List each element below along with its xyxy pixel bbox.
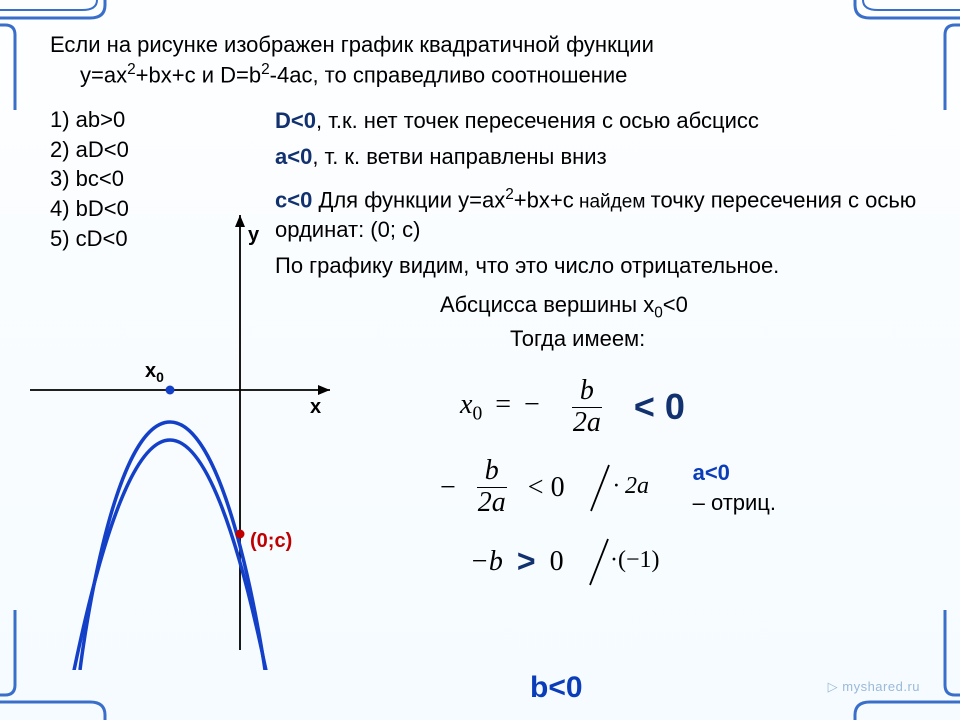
fraction-2: b 2a [470,456,514,519]
svg-text:·(−1): ·(−1) [610,547,660,573]
x0-label: х0 [145,358,164,387]
final-b: b<0 [530,668,583,709]
x0-point [166,386,175,395]
explain-c-2: По графику видим, что это число отрицате… [275,251,935,281]
lt-zero-big: < 0 [634,383,685,432]
svg-text:· 2a: · 2a [613,473,649,499]
vertex-line: Абсцисса вершины х0<0 [400,290,910,324]
divider-bar-2: ·(−1) [578,537,678,587]
option-1: 1) ab>0 [50,105,250,135]
y-axis-label: y [248,222,259,249]
slide-content: Если на рисунке изображен график квадрат… [50,30,935,700]
gt-sign: > [517,540,536,583]
slide-page: Если на рисунке изображен график квадрат… [0,0,960,720]
fraction-1: b 2a [565,376,609,439]
formula-step2: − b 2a < 0 · 2a a<0 – отриц. [400,456,910,519]
c-point [236,530,245,539]
parabola [80,422,265,670]
x0-var: x0 = − [460,386,540,428]
intro-line-2: у=ах2+bx+c и D=b2-4ac, то справедливо со… [50,60,935,90]
intro-text: Если на рисунке изображен график квадрат… [50,30,935,90]
explain-D: D<0, т.к. нет точек пересечения с осью а… [275,106,935,136]
then-line: Тогда имеем: [400,324,910,354]
divider-bar: · 2a [579,463,659,513]
intro-line-1: Если на рисунке изображен график квадрат… [50,30,935,60]
math-block: Абсцисса вершины х0<0 Тогда имеем: x0 = … [400,290,910,605]
watermark: ▷ myshared.ru [828,679,920,695]
y-axis-arrow [235,215,245,227]
option-2: 2) aD<0 [50,135,250,165]
explain-c: c<0 Для функции у=ах2+bx+c найдем точку … [275,185,935,245]
note-a-neg: a<0 – отриц. [693,458,776,517]
explain-a: a<0, т. к. ветви направлены вниз [275,142,935,172]
right-column: D<0, т.к. нет точек пересечения с осью а… [275,100,935,287]
x-axis-label: x [310,394,321,421]
formula-step3: −b > 0 ·(−1) [400,537,910,587]
c-point-label: (0;c) [250,528,292,555]
formula-x0: x0 = − b 2a < 0 [400,376,910,439]
